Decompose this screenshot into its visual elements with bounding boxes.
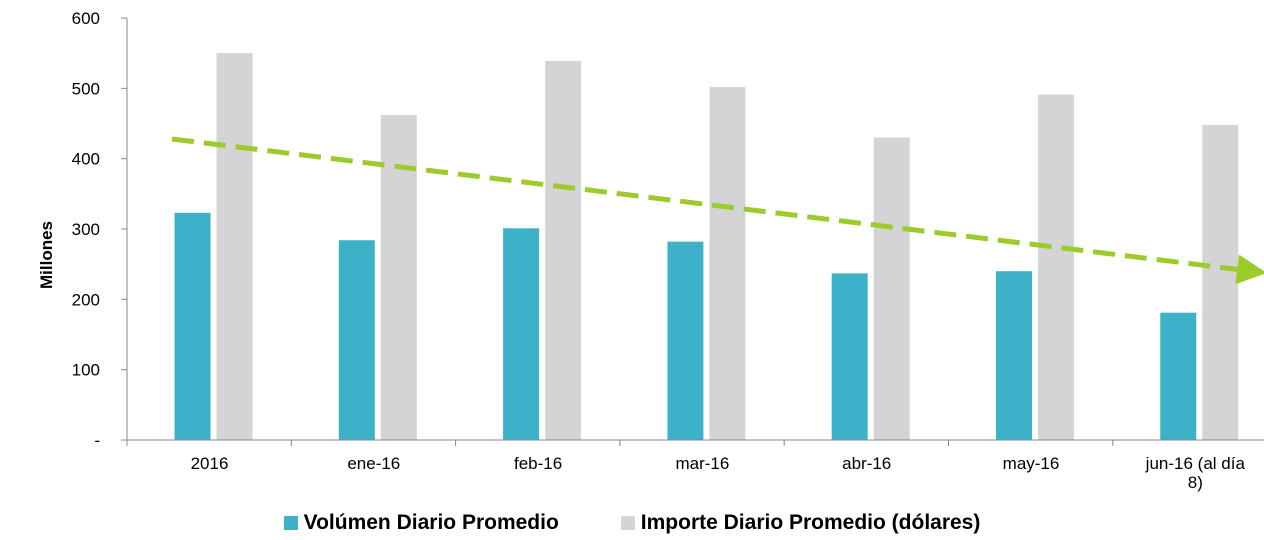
- bar-volumen: [667, 241, 704, 440]
- legend-item-volumen: Volúmen Diario Promedio: [283, 511, 559, 535]
- y-axis-label: Millones: [37, 221, 56, 289]
- bar-importe: [1202, 124, 1239, 440]
- legend-label-importe: Importe Diario Promedio (dólares): [640, 511, 981, 534]
- y-tick-label: 200: [72, 290, 100, 309]
- bar-importe: [216, 53, 253, 441]
- x-tick-label: abr-16: [842, 454, 891, 473]
- x-tick-label: jun-16 (al día 8): [1145, 454, 1246, 492]
- y-tick-label: -: [94, 431, 100, 450]
- legend: Volúmen Diario Promedio Importe Diario P…: [0, 508, 1264, 538]
- y-tick-label: 100: [72, 361, 100, 380]
- bar-volumen: [996, 271, 1032, 440]
- y-tick-label: 300: [72, 220, 100, 239]
- y-tick-label: 600: [72, 9, 100, 28]
- bar-importe: [709, 86, 746, 440]
- x-tick-label: ene-16: [347, 454, 400, 473]
- legend-swatch-volumen: [283, 516, 298, 530]
- bar-volumen: [174, 212, 211, 440]
- bar-importe: [545, 60, 582, 441]
- legend-swatch-importe: [620, 516, 635, 530]
- bar-importe: [1038, 94, 1074, 440]
- bar-volumen: [831, 273, 868, 440]
- trend-arrow: [171, 136, 1264, 285]
- bar-importe: [380, 115, 417, 440]
- legend-item-importe: Importe Diario Promedio (dólares): [620, 511, 981, 535]
- x-tick-label: may-16: [1003, 454, 1060, 473]
- legend-label-volumen: Volúmen Diario Promedio: [303, 511, 559, 534]
- bar-importe: [873, 137, 910, 441]
- bar-volumen: [338, 240, 375, 440]
- bar-volumen: [503, 228, 540, 440]
- y-tick-label: 500: [72, 79, 100, 98]
- x-tick-label: feb-16: [514, 454, 562, 473]
- bar-chart: - 100 200 300 400 500 600 2016 ene-16 feb-16 mar-…: [37, 9, 1264, 492]
- x-tick-label: mar-16: [675, 454, 729, 473]
- x-tick-label: 2016: [191, 454, 229, 473]
- bar-volumen: [1160, 312, 1197, 440]
- y-tick-label: 400: [72, 150, 100, 169]
